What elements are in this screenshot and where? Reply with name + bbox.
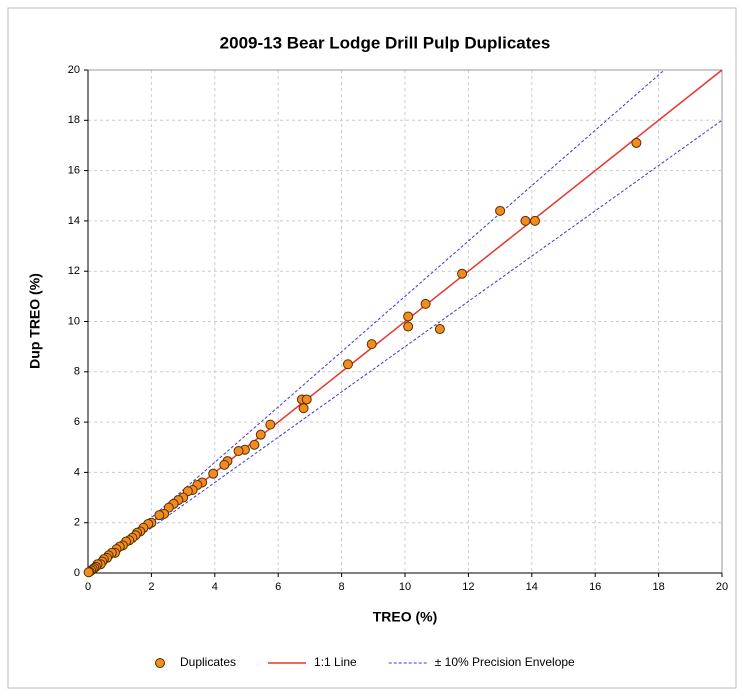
y-axis-label: Dup TREO (%) (27, 273, 43, 369)
chart-title: 2009-13 Bear Lodge Drill Pulp Duplicates (220, 33, 551, 52)
x-tick-label: 4 (212, 581, 218, 593)
point (83, 567, 94, 578)
point (366, 339, 377, 350)
point (298, 403, 309, 414)
point (520, 215, 531, 226)
point (434, 324, 445, 335)
y-tick-label: 4 (74, 466, 80, 478)
legend-label: ± 10% Precision Envelope (435, 655, 575, 669)
x-tick-label: 20 (716, 581, 728, 593)
point (154, 510, 165, 521)
y-tick-label: 14 (68, 215, 80, 227)
legend-label: Duplicates (180, 655, 236, 669)
point (420, 298, 431, 309)
y-tick-label: 2 (74, 517, 80, 529)
x-tick-label: 6 (275, 581, 281, 593)
point (233, 446, 244, 457)
x-tick-label: 0 (85, 581, 91, 593)
point (249, 439, 260, 450)
x-tick-label: 18 (652, 581, 664, 593)
legend-label: 1:1 Line (314, 655, 357, 669)
x-axis-label: TREO (%) (373, 609, 438, 625)
point (495, 205, 506, 216)
point (403, 321, 414, 332)
x-tick-label: 2 (148, 581, 154, 593)
point (255, 429, 266, 440)
y-tick-label: 8 (74, 366, 80, 378)
x-tick-label: 16 (589, 581, 601, 593)
point (457, 268, 468, 279)
y-tick-label: 0 (74, 567, 80, 579)
y-tick-label: 6 (74, 416, 80, 428)
point (219, 459, 230, 470)
y-tick-label: 18 (68, 114, 80, 126)
y-tick-label: 20 (68, 64, 80, 76)
point (403, 311, 414, 322)
x-tick-label: 8 (339, 581, 345, 593)
point (265, 419, 276, 430)
point (342, 359, 353, 370)
y-tick-label: 12 (68, 265, 80, 277)
x-tick-label: 10 (399, 581, 411, 593)
point (529, 215, 540, 226)
point (208, 468, 219, 479)
point (631, 137, 642, 148)
x-tick-label: 14 (526, 581, 538, 593)
y-tick-label: 10 (68, 315, 80, 327)
legend-marker (155, 658, 165, 668)
point (301, 394, 312, 405)
y-tick-label: 16 (68, 165, 80, 177)
x-tick-label: 12 (462, 581, 474, 593)
